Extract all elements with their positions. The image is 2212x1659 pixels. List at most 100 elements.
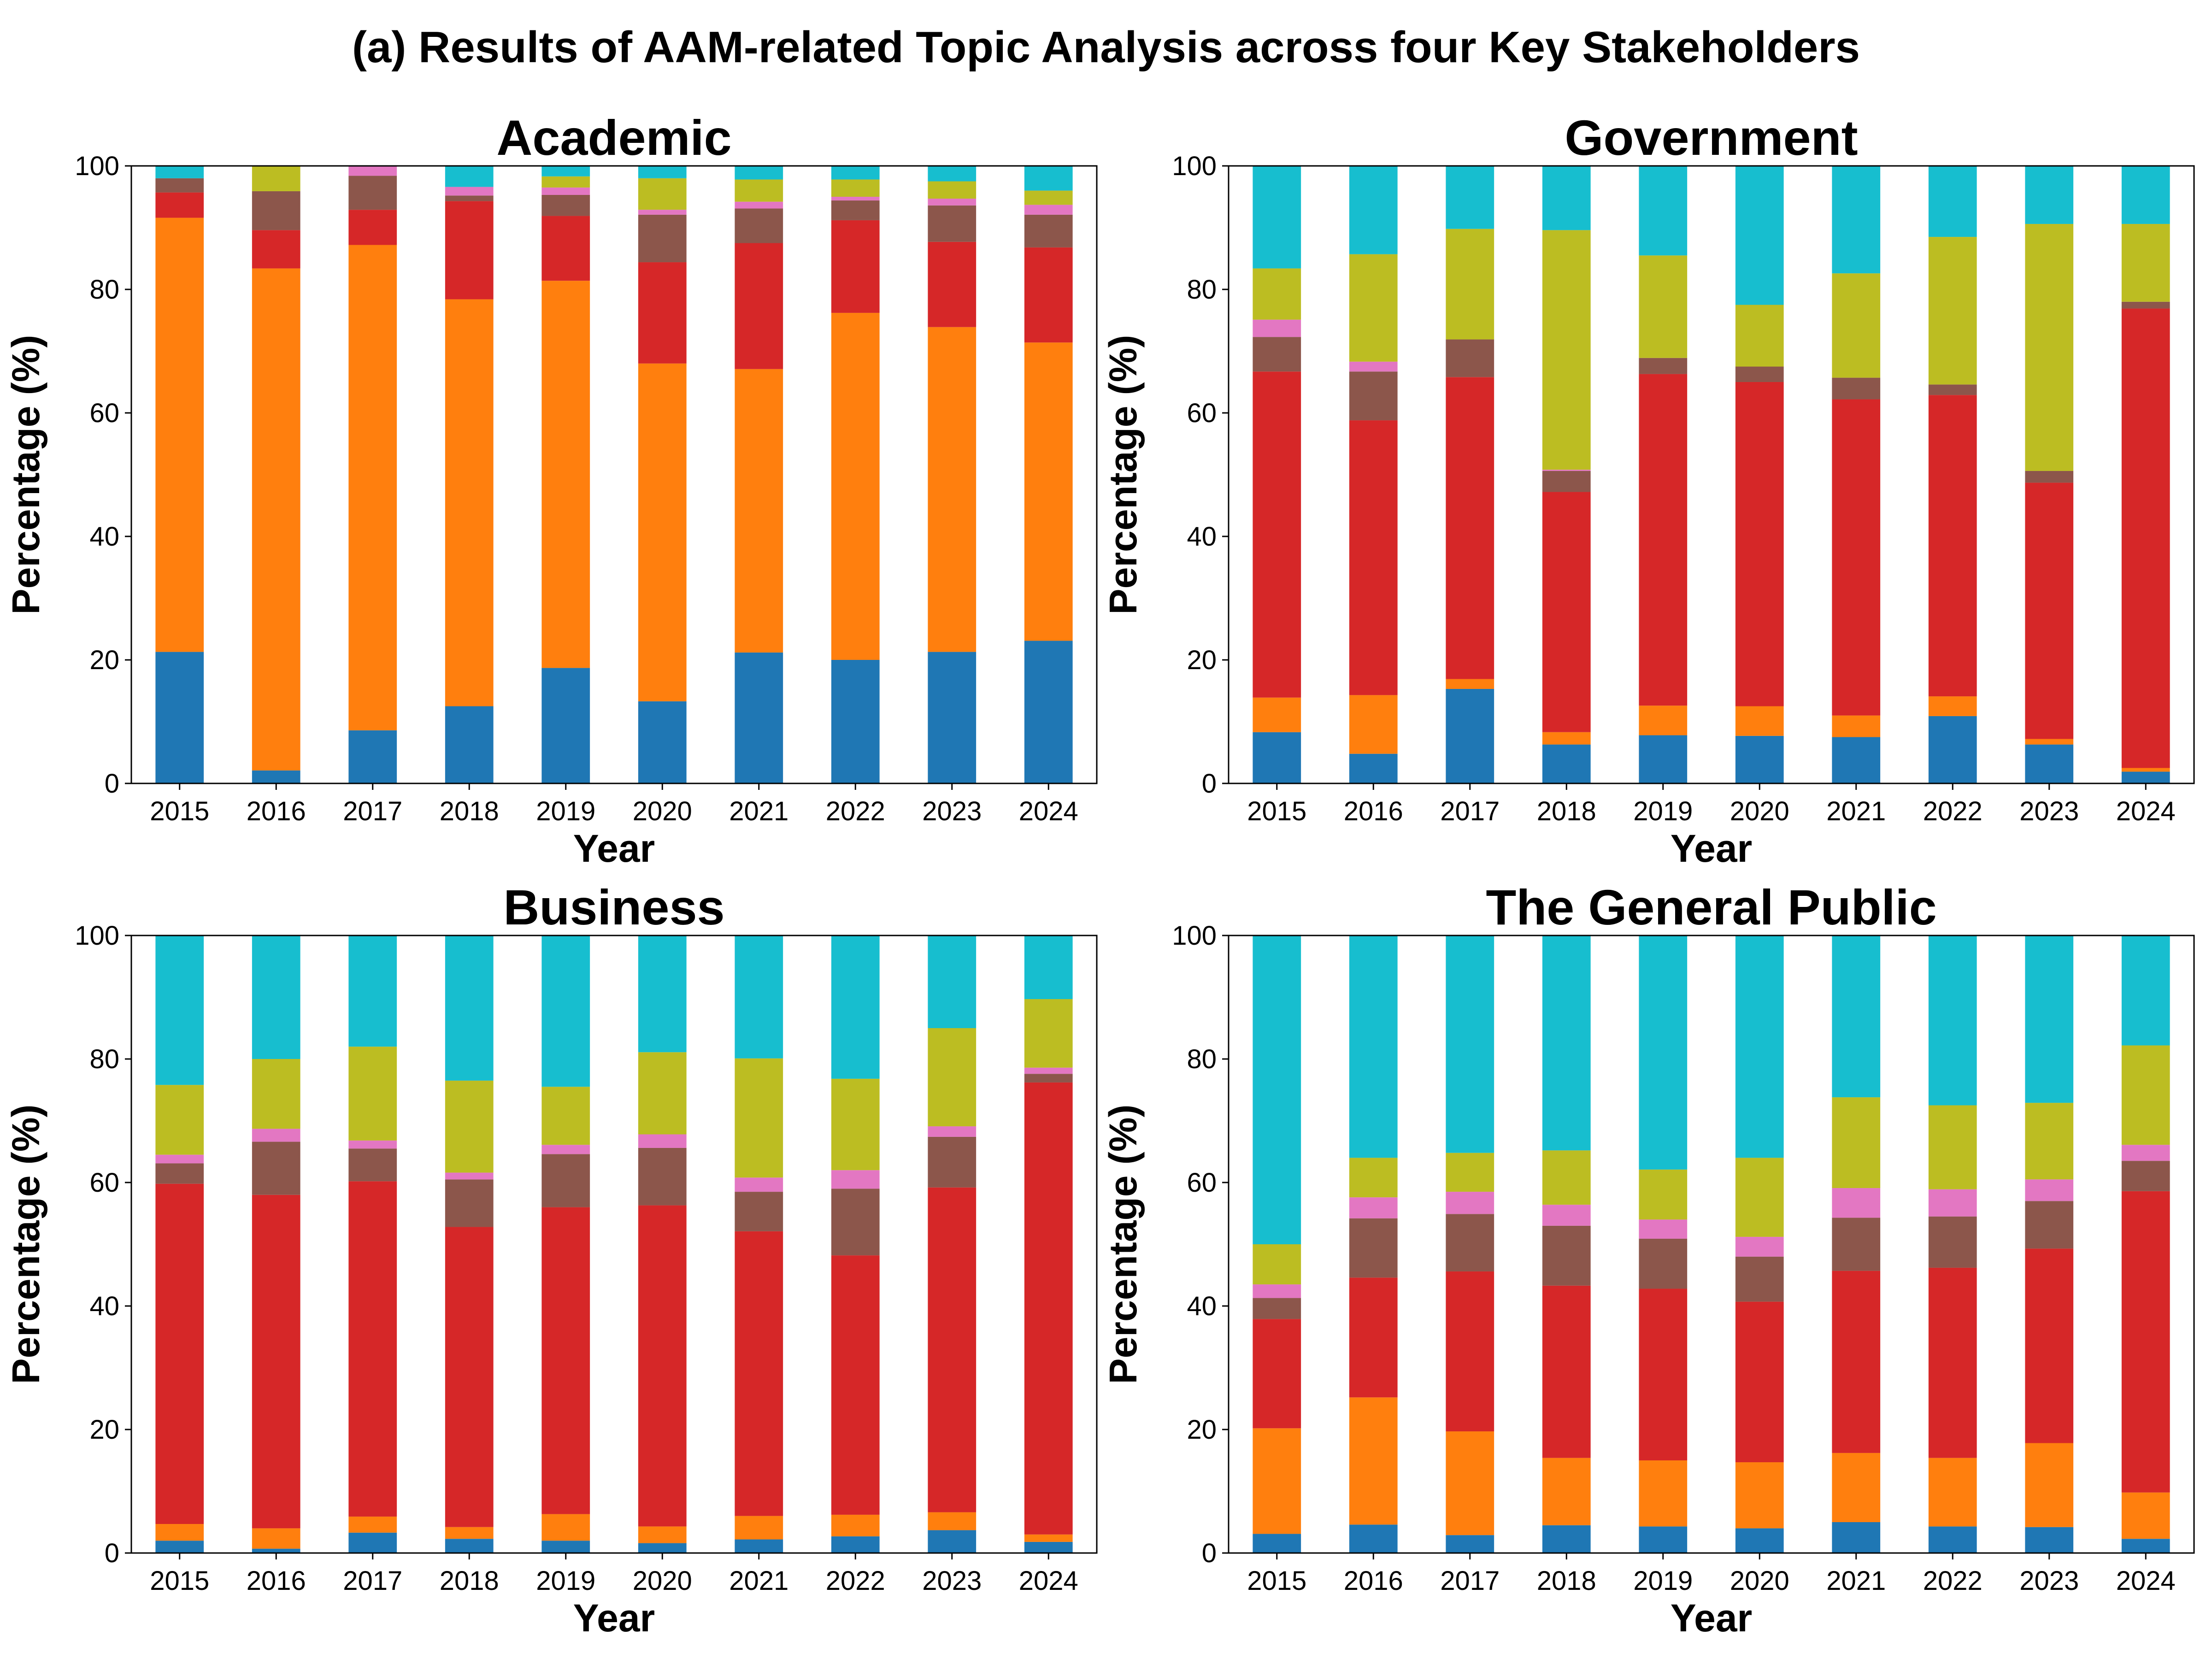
bar-segment (541, 216, 590, 281)
y-tick-label: 20 (1187, 1415, 1217, 1445)
bar-segment (831, 1255, 880, 1515)
bar-segment (1735, 382, 1784, 706)
x-tick-label: 2019 (536, 1566, 595, 1596)
bar-segment (1928, 237, 1977, 385)
bar-segment (638, 178, 687, 210)
x-tick-label: 2016 (247, 1566, 306, 1596)
y-tick-label: 0 (105, 1538, 119, 1568)
bar-segment (638, 1147, 687, 1206)
bar-segment (1735, 366, 1784, 382)
x-axis-label: Year (573, 1596, 655, 1640)
bar-segment (155, 1524, 204, 1541)
x-tick-label: 2024 (2116, 1566, 2176, 1596)
bar-segment (1928, 935, 1977, 1106)
bar-segment (1446, 1192, 1494, 1214)
bar-segment (445, 706, 494, 783)
bar-segment (1253, 1284, 1301, 1298)
x-tick-label: 2018 (440, 796, 499, 826)
bar-segment (348, 1516, 397, 1533)
bar-segment (541, 1145, 590, 1154)
bar-segment (445, 195, 494, 201)
bar-segment (1349, 1397, 1398, 1525)
bar-segment (735, 1058, 783, 1178)
plot-frame (130, 935, 1098, 1554)
bar-segment (928, 181, 977, 199)
bar-segment (541, 1087, 590, 1145)
bar-segment (1349, 1524, 1398, 1553)
bar-segment (1928, 1216, 1977, 1268)
bar-segment (1928, 1526, 1977, 1553)
bar-segment (1253, 697, 1301, 732)
bar-segment (831, 166, 880, 180)
bar-segment (348, 935, 397, 1047)
bar-segment (1735, 1236, 1784, 1257)
bar-segment (541, 194, 590, 216)
x-tick-label: 2017 (343, 796, 402, 826)
bar-segment (1446, 679, 1494, 689)
bar-segment (1446, 688, 1494, 783)
bar-segment (348, 1148, 397, 1182)
bar-segment (1832, 1522, 1881, 1553)
bar-segment (638, 1543, 687, 1553)
bar-segment (831, 1078, 880, 1171)
x-tick-label: 2022 (1923, 796, 1983, 826)
bar-segment (1024, 166, 1073, 191)
bar-segment (252, 230, 300, 269)
bar-segment (735, 1539, 783, 1553)
bar-segment (252, 1194, 300, 1529)
y-axis-label: Percentage (%) (1101, 1105, 1145, 1384)
bar-segment (1832, 273, 1881, 378)
bar-segment (2025, 482, 2074, 739)
bar-segment (252, 770, 300, 783)
bar-segment (1542, 1458, 1591, 1525)
bar-segment (1639, 1288, 1688, 1460)
x-tick-label: 2022 (826, 796, 885, 826)
x-tick-label: 2018 (1537, 1566, 1596, 1596)
bar-segment (2025, 739, 2074, 745)
x-tick-label: 2023 (922, 796, 982, 826)
panel-title: The General Public (1486, 879, 1936, 935)
bar-segment (252, 191, 300, 230)
bar-segment (155, 1183, 204, 1524)
bar-segment (1253, 1298, 1301, 1319)
bar-segment (252, 1141, 300, 1195)
chart-panel-1: 2015 2016 2017 2018 2019 2020 2021 2022 2023 2024… (1101, 110, 2195, 870)
bar-segment (831, 935, 880, 1079)
bar-segment (831, 1536, 880, 1553)
bar-segment (638, 262, 687, 364)
bar-segment (735, 369, 783, 653)
bar-segment (1253, 1244, 1301, 1285)
y-tick-label: 80 (89, 275, 119, 305)
bar-segment (638, 214, 687, 263)
x-tick-label: 2019 (1633, 1566, 1693, 1596)
bar-segment (1832, 1218, 1881, 1271)
bar-segment (638, 166, 687, 178)
bar-segment (1349, 371, 1398, 421)
y-tick-label: 80 (89, 1044, 119, 1074)
bar-segment (1832, 715, 1881, 737)
bar-segment (1024, 342, 1073, 641)
bar-segment (735, 166, 783, 180)
bar-segment (1024, 205, 1073, 215)
bar-segment (1542, 470, 1591, 471)
y-tick-label: 40 (89, 1291, 119, 1321)
bar-segment (831, 200, 880, 220)
bar-segment (1024, 1067, 1073, 1074)
bar-segment (2025, 1201, 2074, 1249)
bar-segment (348, 1047, 397, 1141)
chart-panel-0: 2015 2016 2017 2018 2019 2020 2021 2022 2023 2024… (4, 110, 1098, 870)
bar-segment (1446, 1431, 1494, 1535)
x-axis-label: Year (1671, 1596, 1753, 1640)
bar-segment (2121, 1045, 2170, 1145)
bar-segment (1446, 1214, 1494, 1271)
y-tick-label: 60 (1187, 398, 1217, 428)
bar-segment (1024, 214, 1073, 247)
bar-segment (1024, 247, 1073, 343)
y-tick-label: 20 (89, 1415, 119, 1445)
bar-segment (1832, 1097, 1881, 1188)
bar-segment (1253, 1428, 1301, 1534)
figure-title: (a) Results of AAM-related Topic Analysi… (352, 23, 1860, 72)
bar-segment (831, 197, 880, 201)
bar-segment (928, 199, 977, 206)
